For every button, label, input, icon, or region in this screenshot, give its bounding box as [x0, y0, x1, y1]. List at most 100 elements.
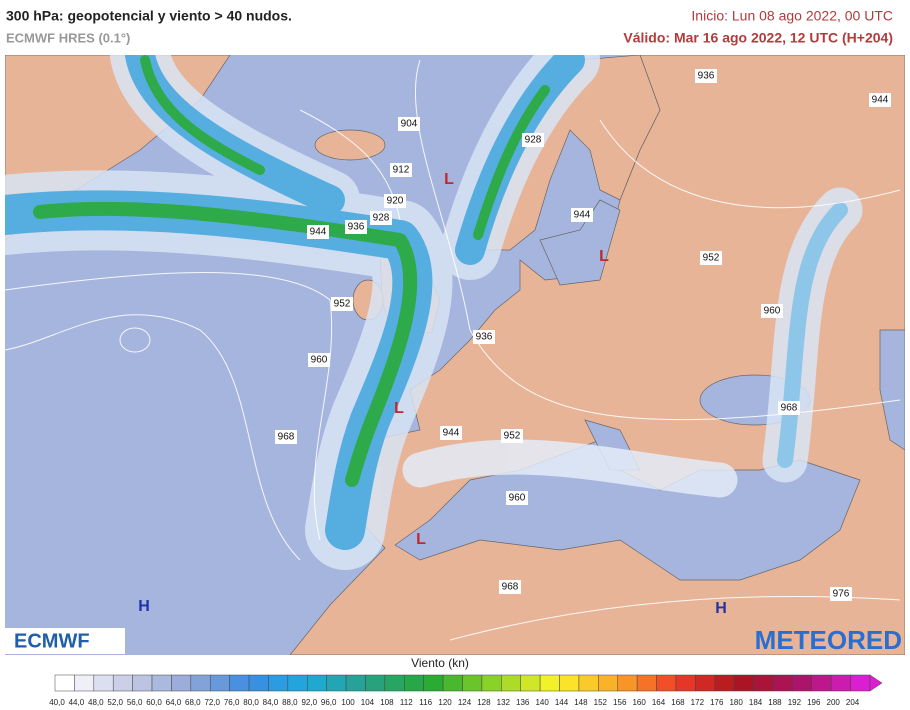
colorbar-label: 176	[710, 698, 724, 707]
colorbar-label: 120	[438, 698, 452, 707]
colorbar-label: 156	[613, 698, 627, 707]
colorbar-label: 136	[516, 698, 530, 707]
colorbar-swatch	[772, 674, 793, 692]
colorbar-label: 188	[768, 698, 782, 707]
isobar-label-bg	[384, 194, 406, 208]
isobar-label: 968	[502, 582, 519, 593]
isobar-label-bg	[830, 587, 852, 601]
colorbar-swatch	[539, 674, 560, 692]
colorbar-label: 152	[594, 698, 608, 707]
colorbar-swatch	[229, 674, 250, 692]
pressure-center: H	[138, 598, 150, 615]
isobar-label: 944	[443, 428, 460, 439]
isobar-label: 944	[872, 95, 889, 106]
colorbar-label: 60,0	[146, 698, 162, 707]
colorbar-swatch	[481, 674, 502, 692]
init-time: Inicio: Lun 08 ago 2022, 00 UTC	[691, 8, 893, 24]
colorbar-label: 148	[574, 698, 588, 707]
isobar-label: 960	[509, 493, 526, 504]
colorbar-swatch	[345, 674, 366, 692]
meteored-logo: METEORED	[755, 625, 902, 655]
isobar-label: 960	[311, 355, 328, 366]
isobar-label: 944	[574, 210, 591, 221]
colorbar-label: 104	[361, 698, 375, 707]
colorbar-swatch	[404, 674, 424, 692]
isobar-label-bg	[307, 225, 329, 239]
colorbar-label: 108	[380, 698, 394, 707]
colorbar-label: 192	[788, 698, 802, 707]
isobar-label: 936	[698, 71, 715, 82]
colorbar-swatch	[462, 674, 483, 692]
colorbar-swatch	[190, 674, 211, 692]
isobar-label-bg	[761, 304, 783, 318]
colorbar-swatch	[559, 674, 580, 692]
colorbar-label: 164	[652, 698, 666, 707]
isobar-label-bg	[695, 69, 717, 83]
isobar-label-bg	[571, 208, 593, 222]
colorbar-swatch	[365, 674, 386, 692]
colorbar-swatch	[287, 674, 308, 692]
colorbar-label: 204	[846, 698, 860, 707]
colorbar-swatch	[132, 674, 153, 692]
colorbar-label: 52,0	[107, 698, 123, 707]
isobar-label-bg	[331, 297, 353, 311]
colorbar-label: 132	[497, 698, 511, 707]
colorbar-swatch	[423, 674, 444, 692]
colorbar-label: 80,0	[243, 698, 259, 707]
colorbar-swatch	[326, 674, 347, 692]
colorbar-swatch	[151, 674, 172, 692]
colorbar-label: 88,0	[282, 698, 298, 707]
colorbar-label: 124	[458, 698, 472, 707]
isobar-label-bg	[275, 430, 297, 444]
isobar-label-bg	[370, 211, 392, 225]
colorbar-label: 172	[691, 698, 705, 707]
isobar-label-bg	[308, 353, 330, 367]
colorbar-swatch	[656, 674, 677, 692]
ecmwf-logo-box	[5, 628, 125, 654]
isobar-label: 928	[373, 213, 390, 224]
colorbar-arrow	[869, 674, 883, 692]
colorbar-swatch	[501, 674, 521, 692]
colorbar-swatch	[733, 674, 754, 692]
model: ECMWF HRES (0.1°)	[6, 30, 130, 45]
pressure-center: L	[599, 248, 609, 265]
ecmwf-logo: ECMWF	[14, 630, 90, 652]
isobar-label-bg	[506, 491, 528, 505]
colorbar-swatch	[384, 674, 405, 692]
colorbar-swatch	[792, 674, 813, 692]
colorbar-swatch	[830, 674, 851, 692]
map	[5, 55, 905, 655]
colorbar-swatch	[54, 674, 75, 692]
colorbar-label: 96,0	[321, 698, 337, 707]
jet-streams	[5, 55, 863, 570]
colorbar-label: 200	[827, 698, 841, 707]
colorbar-swatch	[850, 674, 871, 692]
colorbar-swatch	[636, 674, 657, 692]
colorbar-swatch	[695, 674, 716, 692]
colorbar-swatch	[209, 674, 230, 692]
colorbar-label: 112	[400, 698, 413, 707]
colorbar-label: 128	[477, 698, 491, 707]
colorbar-label: 196	[807, 698, 821, 707]
colorbar-label: 68,0	[185, 698, 201, 707]
pressure-center: H	[715, 600, 727, 617]
colorbar-label: 168	[671, 698, 685, 707]
isobar-label: 904	[401, 119, 418, 130]
isobar-label: 952	[703, 253, 720, 264]
colorbar-label: 140	[535, 698, 549, 707]
colorbar-label: 76,0	[224, 698, 240, 707]
pressure-center: L	[416, 531, 426, 548]
isobar-label-bg	[398, 117, 420, 131]
colorbar-swatch	[675, 674, 696, 692]
isobar-label: 952	[334, 299, 351, 310]
colorbar-swatch	[598, 674, 618, 692]
colorbar-label: 92,0	[301, 698, 317, 707]
colorbar-title: Viento (kn)	[411, 656, 469, 670]
pressure-center: L	[444, 171, 454, 188]
title: 300 hPa: geopotencial y viento > 40 nudo…	[6, 8, 292, 24]
colorbar-swatch	[74, 674, 95, 692]
colorbar-label: 84,0	[263, 698, 279, 707]
isobar-label-bg	[869, 93, 891, 107]
colorbar-swatch	[112, 674, 133, 692]
